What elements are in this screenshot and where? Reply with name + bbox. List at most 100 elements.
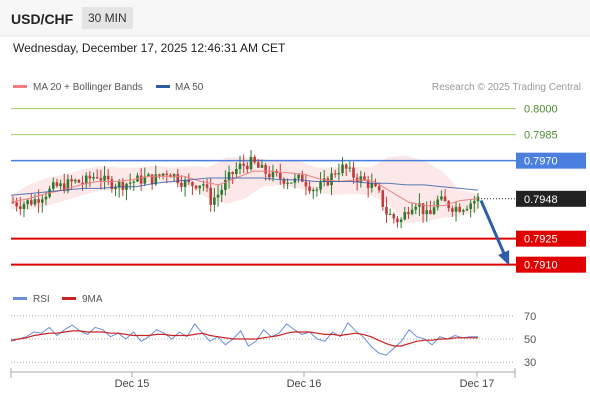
candle-body (165, 173, 169, 175)
candle-body (319, 182, 322, 190)
candle-body (451, 208, 454, 212)
candle-body (132, 181, 136, 183)
candle-body (128, 182, 132, 184)
candle-body (473, 201, 476, 204)
candle-body (458, 206, 461, 212)
candle-body (84, 175, 88, 185)
candle-body (77, 179, 81, 183)
rsi-tick-70: 70 (524, 311, 536, 323)
candle-body (469, 203, 472, 209)
candle-body (95, 177, 99, 179)
candle-body (311, 190, 315, 192)
candle-body (246, 165, 249, 170)
ma20-line (10, 170, 479, 207)
candle-body (40, 199, 44, 203)
x-tick-label: Dec 15 (115, 378, 150, 390)
level-label-0.7985: 0.7985 (524, 130, 558, 142)
rsi-ma-line (10, 330, 478, 347)
candle-body (92, 177, 95, 179)
candle-body (330, 173, 333, 186)
rsi-legend-swatch (13, 297, 27, 300)
candle-body (363, 176, 366, 180)
candle-body (198, 185, 202, 189)
last-price-label: 0.7948 (524, 194, 558, 206)
level-label-0.8000: 0.8000 (524, 104, 558, 116)
candle-body (385, 206, 388, 215)
candle-body (337, 173, 341, 175)
candle-body (454, 206, 458, 212)
candle-body (62, 183, 66, 191)
pair-title: USD/CHF (11, 11, 74, 27)
candle-body (286, 182, 289, 184)
candle-body (348, 167, 352, 169)
candle-body (392, 214, 396, 219)
level-tag-0.7970 (516, 152, 586, 169)
candle-body (55, 182, 59, 187)
candle-body (187, 180, 191, 183)
candle-body (191, 182, 194, 186)
x-tick-label: Dec 17 (460, 378, 495, 390)
rsi-tick-50: 50 (524, 334, 536, 346)
rsi-tick-30: 30 (524, 357, 536, 369)
candle-body (381, 190, 385, 207)
candle-body (224, 179, 227, 190)
candle-body (403, 212, 407, 220)
candle-body (300, 174, 304, 182)
timeframe-button[interactable]: 30 MIN (82, 7, 133, 29)
candle-body (278, 172, 282, 179)
candle-body (344, 164, 348, 169)
level-tag-0.7925 (516, 230, 586, 247)
candle-body (436, 199, 440, 208)
candle-body (114, 187, 117, 190)
candle-body (421, 203, 425, 214)
candle-body (242, 163, 245, 166)
candle-body (377, 186, 381, 191)
candle-body (158, 174, 161, 176)
ma50-legend-swatch (156, 85, 170, 88)
forecast-arrow-head (498, 250, 510, 266)
candle-body (465, 208, 469, 211)
candle-body (399, 219, 403, 223)
candle-body (205, 184, 209, 188)
candle-body (462, 210, 465, 212)
candle-body (66, 179, 70, 191)
candle-body (308, 186, 311, 192)
candle-body (88, 175, 92, 179)
candle-body (443, 196, 447, 202)
candle-body (103, 175, 106, 181)
candle-body (37, 199, 40, 203)
level-label-0.7970: 0.7970 (524, 156, 558, 168)
credit-text: Research © 2025 Trading Central (432, 82, 581, 93)
candle-body (425, 210, 429, 214)
candle-body (238, 163, 242, 170)
candle-body (304, 181, 308, 187)
ma9-legend-label: 9MA (82, 294, 103, 305)
candle-body (44, 196, 48, 200)
candle-body (253, 156, 256, 163)
last-price-tag (516, 190, 586, 207)
candle-body (180, 183, 183, 187)
candle-body (147, 174, 150, 177)
candle-body (176, 174, 180, 184)
candle-body (121, 181, 125, 190)
candle-body (110, 179, 114, 190)
candle-body (257, 162, 260, 168)
candle-body (213, 197, 216, 205)
candle-body (143, 176, 147, 184)
candle-body (267, 173, 271, 178)
candle-body (172, 174, 176, 178)
candle-body (432, 207, 436, 215)
candle-body (99, 177, 103, 181)
candle-body (183, 180, 187, 187)
ma20-legend-label: MA 20 + Bollinger Bands (33, 82, 143, 93)
candle-body (209, 187, 213, 205)
candle-body (429, 210, 432, 215)
rsi-legend-label: RSI (33, 294, 50, 305)
candle-body (388, 214, 392, 216)
candle-body (150, 174, 154, 185)
candle-body (33, 199, 37, 205)
candle-body (220, 189, 224, 195)
candle-body (374, 183, 377, 187)
level-label-0.7925: 0.7925 (524, 234, 558, 246)
